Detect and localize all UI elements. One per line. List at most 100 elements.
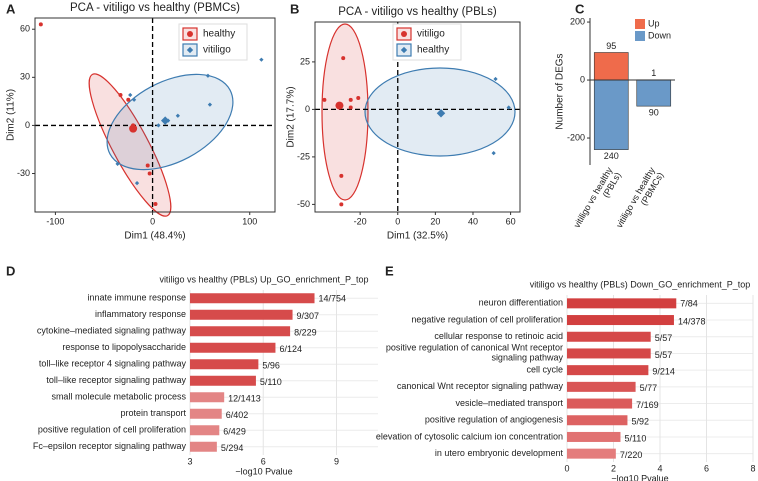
category-label: small molecule metabolic process: [51, 392, 186, 402]
centroid: [160, 116, 170, 125]
bar: [190, 293, 315, 304]
category-label: Fc–epsilon receptor signaling pathway: [33, 441, 187, 451]
annotation: 6/124: [279, 344, 302, 354]
annotation: 7/169: [636, 400, 659, 410]
y-tick-label: 0: [305, 104, 310, 114]
y-tick-label: 60: [20, 24, 30, 34]
confidence-ellipse: [88, 73, 172, 217]
x-axis-label: Dim1 (48.4%): [124, 231, 185, 242]
value-label: 90: [649, 108, 659, 118]
bar: [567, 415, 628, 426]
category-label: elevation of cytosolic calcium ion conce…: [376, 431, 563, 441]
value-label: 1: [651, 68, 656, 78]
category-label: toll–like receptor 4 signaling pathway: [39, 359, 187, 369]
legend-label: Up: [648, 18, 660, 28]
bar: [567, 398, 633, 409]
legend-label: healthy: [203, 29, 235, 40]
legend-marker: [401, 31, 407, 37]
y-axis-label: Dim2 (11%): [6, 89, 17, 141]
bar: [567, 331, 651, 342]
y-tick-label: 200: [570, 16, 585, 26]
category-label: response to lipopolysaccharide: [62, 342, 186, 352]
y-tick-label: 25: [300, 56, 310, 66]
point: [115, 161, 120, 167]
category-label: cytokine–mediated signaling pathway: [37, 326, 187, 336]
annotation: 5/110: [260, 377, 282, 387]
annotation: 14/754: [319, 294, 347, 304]
x-tick-label: 3: [187, 456, 192, 466]
annotation: 8/229: [294, 328, 317, 338]
x-tick-label: 60: [506, 216, 516, 226]
plot-frame: [34, 17, 276, 213]
bar: [567, 365, 649, 376]
legend-label: vitiligo: [417, 29, 445, 40]
category-label: toll–like receptor signaling pathway: [46, 375, 186, 385]
x-tick-label: 20: [430, 216, 440, 226]
panel-letter: B: [290, 1, 299, 16]
bar-segment: [593, 52, 629, 81]
bar: [190, 326, 291, 337]
category-label: cellular response to retinoic acid: [434, 331, 563, 341]
point: [118, 92, 123, 97]
legend-frame: [178, 23, 248, 61]
annotation: 5/110: [624, 433, 646, 443]
y-tick-label: -200: [567, 132, 585, 142]
point: [341, 56, 346, 61]
x-tick-label: 100: [242, 216, 257, 226]
category-label: positive regulation of canonical Wnt rec…: [386, 343, 564, 363]
annotation: 5/294: [221, 443, 244, 453]
annotation: 7/220: [620, 450, 643, 460]
bar: [190, 408, 222, 419]
point: [147, 171, 152, 176]
point: [259, 57, 264, 62]
panel-letter: C: [575, 1, 585, 16]
confidence-ellipse: [106, 73, 234, 171]
point: [322, 97, 327, 102]
legend-marker: [187, 31, 193, 37]
x-tick-label: 6: [704, 463, 709, 473]
bar: [567, 431, 621, 442]
y-tick-label: -30: [17, 168, 30, 178]
annotation: 5/96: [262, 361, 280, 371]
category-label: negative regulation of cell proliferatio…: [411, 314, 563, 324]
bar: [190, 392, 225, 403]
x-tick-label: 0: [395, 216, 400, 226]
y-axis-label: Dim2 (17.7%): [286, 86, 297, 147]
annotation: 5/77: [640, 383, 658, 393]
annotation: 5/92: [631, 417, 649, 427]
point: [145, 163, 150, 168]
y-tick-label: 30: [20, 72, 30, 82]
category-label: innate immune response: [87, 293, 186, 303]
point: [134, 181, 140, 186]
chart-title: PCA - vitiligo vs healthy (PBMCs): [70, 2, 240, 14]
x-tick-label: 8: [750, 463, 755, 473]
x-tick-label: 40: [468, 216, 478, 226]
annotation: 6/402: [226, 410, 249, 420]
bar-segment: [593, 79, 629, 150]
panel-letter: E: [385, 263, 394, 278]
y-tick-label: -50: [297, 199, 310, 209]
x-axis-label: −log10 Pvalue: [611, 473, 668, 481]
category-label: protein transport: [120, 408, 186, 418]
legend-label: Down: [648, 30, 671, 40]
x-tick-label: 0: [564, 463, 569, 473]
x-tick-label: 2: [611, 463, 616, 473]
x-axis-label: Dim1 (32.5%): [387, 231, 448, 242]
legend-key: [635, 19, 645, 29]
annotation: 14/378: [678, 316, 706, 326]
bar: [567, 448, 616, 459]
category-label: positive regulation of angiogenesis: [425, 415, 564, 425]
point: [491, 150, 496, 156]
annotation: 5/57: [655, 333, 673, 343]
annotation: 9/307: [297, 311, 320, 321]
bar: [190, 375, 256, 386]
point: [38, 22, 43, 27]
bar: [190, 359, 259, 370]
category-label: inflammatory response: [95, 309, 186, 319]
legend-marker: [186, 46, 194, 54]
bar: [567, 298, 677, 309]
bar: [567, 348, 651, 359]
centroid: [335, 101, 344, 110]
x-tick-label: -100: [46, 216, 64, 226]
